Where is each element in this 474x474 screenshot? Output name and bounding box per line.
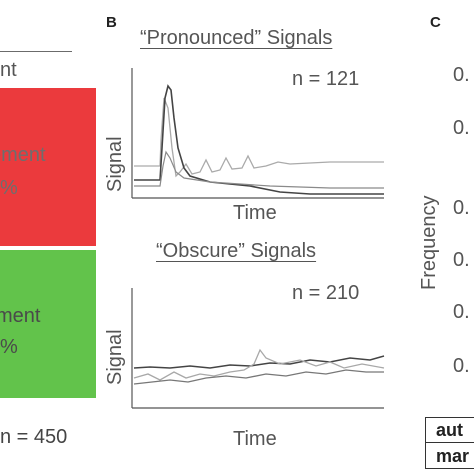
obscure-signals-n: n = 210 [292, 282, 360, 304]
frequency-tick-2: 0. [453, 117, 470, 139]
panel-a-n-count: n = 450 [0, 426, 68, 448]
frequency-tick-4: 0. [453, 249, 470, 271]
frequency-y-label: Frequency [418, 195, 440, 291]
frequency-tick-5: 0. [453, 301, 470, 323]
frequency-tick-3: 0. [453, 197, 470, 219]
panel-a-red-label: ement [0, 144, 46, 166]
frequency-tick-6: 0. [453, 355, 470, 377]
pronounced-signals-plot [131, 68, 384, 199]
pronounced-signals-title: “Pronounced” Signals [140, 27, 333, 49]
panel-a-red-percent: % [0, 177, 18, 199]
panel-a-red-block [0, 88, 96, 246]
panel-a-green-label: ment [0, 305, 41, 327]
obscure-trace-light [133, 348, 385, 381]
pronounced-trace-dark [134, 84, 384, 195]
frequency-tick-1: 0. [453, 64, 470, 86]
panel-b-letter: B [106, 14, 117, 31]
obscure-signals-title: “Obscure” Signals [156, 240, 317, 262]
obscure-signals-x-label: Time [233, 428, 277, 450]
pronounced-signals-y-label: Signal [104, 136, 126, 192]
panel-a-top-rule [0, 51, 72, 52]
pronounced-trace-light [134, 97, 384, 178]
obscure-signals-plot [131, 288, 385, 409]
panel-c-table-row-auto: aut [426, 418, 474, 443]
panel-a-green-percent: % [0, 336, 18, 358]
pronounced-signals-n: n = 121 [292, 68, 360, 90]
panel-a-header: nt [0, 59, 17, 81]
panel-a-green-block [0, 250, 96, 398]
panel-c-table-row-manual: mar [436, 446, 470, 466]
obscure-trace-dark [133, 355, 385, 369]
pronounced-signals-x-label: Time [233, 202, 277, 224]
panel-c-table: aut mar [425, 417, 474, 469]
panel-c-letter: C [430, 14, 441, 31]
obscure-signals-y-label: Signal [104, 329, 126, 385]
pronounced-trace-mid [134, 150, 384, 189]
obscure-trace-mid [133, 369, 384, 385]
